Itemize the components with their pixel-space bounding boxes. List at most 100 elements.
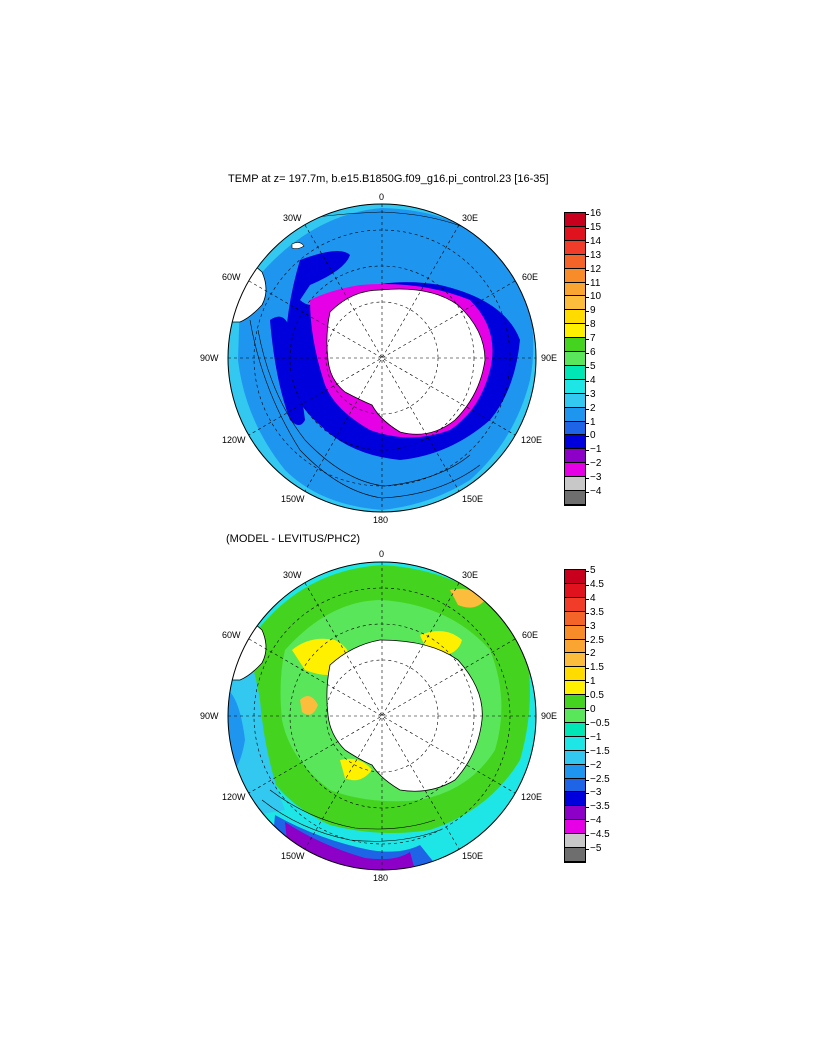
colorbar-swatch bbox=[565, 226, 585, 241]
colorbar-swatch bbox=[565, 338, 585, 353]
colorbar-label: 0.5 bbox=[590, 690, 604, 702]
colorbar-swatch bbox=[565, 695, 585, 710]
colorbar-label: −3 bbox=[590, 787, 602, 799]
colorbar-label: 1 bbox=[590, 416, 596, 428]
colorbar-tick bbox=[585, 668, 589, 670]
colorbar-tick bbox=[585, 751, 589, 753]
colorbar-swatch bbox=[565, 848, 585, 862]
colorbar-tick bbox=[585, 366, 589, 368]
temp-map-fill bbox=[228, 204, 536, 512]
lon-label-150e: 150E bbox=[462, 494, 484, 504]
colorbar-swatch bbox=[565, 667, 585, 682]
colorbar-tick bbox=[585, 612, 589, 614]
difference-map-border bbox=[227, 561, 537, 871]
colorbar-swatch bbox=[565, 254, 585, 269]
colorbar-label: 8 bbox=[590, 319, 596, 331]
colorbar-label: −1 bbox=[590, 731, 602, 743]
colorbar-label: −2 bbox=[590, 759, 602, 771]
colorbar-label: −0.5 bbox=[590, 717, 610, 729]
colorbar-tick bbox=[585, 464, 589, 466]
colorbar-swatch bbox=[565, 477, 585, 492]
colorbar-label: −3 bbox=[590, 472, 602, 484]
colorbar-tick bbox=[585, 492, 589, 494]
colorbar-label: 0 bbox=[590, 430, 596, 442]
lon-label-90e: 90E bbox=[541, 711, 558, 721]
colorbar-label: 1.5 bbox=[590, 662, 604, 674]
colorbar-swatch bbox=[565, 379, 585, 394]
colorbar-swatch bbox=[565, 709, 585, 723]
colorbar-tick bbox=[585, 394, 589, 396]
colorbar-tick bbox=[585, 380, 589, 382]
lon-label-90w: 90W bbox=[200, 353, 219, 363]
lon-label-120w: 120W bbox=[222, 435, 246, 445]
colorbar-label: 3.5 bbox=[590, 606, 604, 618]
colorbar-tick bbox=[585, 214, 589, 215]
colorbar-label: 12 bbox=[590, 263, 602, 275]
colorbar-label: 1 bbox=[590, 676, 596, 688]
colorbar-tick bbox=[585, 626, 589, 628]
colorbar-label: 2 bbox=[590, 402, 596, 414]
colorbar-label: −4 bbox=[590, 815, 602, 827]
panel-2-title: (MODEL - LEVITUS/PHC2) bbox=[226, 533, 361, 545]
colorbar-tick bbox=[585, 723, 589, 725]
colorbar-tick bbox=[585, 765, 589, 767]
colorbar-label: −2.5 bbox=[590, 773, 610, 785]
colorbar-tick bbox=[585, 436, 589, 438]
colorbar-swatch bbox=[565, 722, 585, 737]
colorbar-label: 7 bbox=[590, 333, 596, 345]
colorbar-label: 10 bbox=[590, 291, 602, 303]
colorbar-swatch bbox=[565, 407, 585, 422]
lon-label-180: 180 bbox=[373, 515, 389, 525]
colorbar-label: 4 bbox=[590, 374, 596, 386]
colorbar-tick bbox=[585, 682, 589, 684]
colorbar-swatch bbox=[565, 570, 585, 584]
colorbar-label: 5 bbox=[590, 565, 596, 576]
colorbar-tick bbox=[585, 269, 589, 271]
lon-label-120e: 120E bbox=[521, 792, 543, 802]
colorbar-label: −4 bbox=[590, 486, 602, 498]
colorbar-swatch bbox=[565, 463, 585, 478]
colorbar-label: 6 bbox=[590, 347, 596, 359]
colorbar-tick bbox=[585, 821, 589, 823]
colorbar-swatch bbox=[565, 365, 585, 380]
lon-label-60e: 60E bbox=[522, 272, 539, 282]
colorbar-swatch bbox=[565, 736, 585, 751]
lon-label-60w: 60W bbox=[222, 630, 241, 640]
colorbar-swatch bbox=[565, 421, 585, 436]
lon-label-30e: 30E bbox=[462, 213, 479, 223]
lon-label-120w: 120W bbox=[222, 792, 246, 802]
colorbar-tick bbox=[585, 793, 589, 795]
colorbar-tick bbox=[585, 311, 589, 313]
colorbar-swatch bbox=[565, 393, 585, 408]
colorbar-swatch bbox=[565, 625, 585, 640]
lon-label-30w: 30W bbox=[283, 570, 302, 580]
colorbar-label: 3 bbox=[590, 388, 596, 400]
colorbar-swatch bbox=[565, 435, 585, 450]
colorbar-swatch bbox=[565, 324, 585, 339]
lon-label-150w: 150W bbox=[281, 851, 305, 861]
colorbar-tick bbox=[585, 325, 589, 327]
colorbar-swatch bbox=[565, 268, 585, 283]
colorbar-swatch bbox=[565, 834, 585, 849]
temp-map-graticule bbox=[228, 204, 536, 512]
lon-label-90e: 90E bbox=[541, 353, 558, 363]
colorbar-tick bbox=[585, 654, 589, 656]
colorbar-swatch bbox=[565, 213, 585, 227]
colorbar-label: 15 bbox=[590, 221, 602, 233]
colorbar-tick bbox=[585, 640, 589, 642]
lon-label-30e: 30E bbox=[462, 570, 479, 580]
colorbar-tick bbox=[585, 737, 589, 739]
colorbar-label: 14 bbox=[590, 235, 602, 247]
colorbar-tick bbox=[585, 241, 589, 243]
difference-map-fill bbox=[228, 562, 536, 870]
colorbar-tick bbox=[585, 408, 589, 410]
colorbar-swatch bbox=[565, 778, 585, 793]
colorbar-label: 2.5 bbox=[590, 634, 604, 646]
colorbar-swatch bbox=[565, 240, 585, 255]
colorbar-tick bbox=[585, 807, 589, 809]
colorbar-label: −2 bbox=[590, 458, 602, 470]
lon-label-0: 0 bbox=[379, 549, 385, 559]
colorbar-swatch bbox=[565, 764, 585, 779]
difference-map-graticule bbox=[228, 562, 536, 870]
colorbar-swatch bbox=[565, 583, 585, 598]
